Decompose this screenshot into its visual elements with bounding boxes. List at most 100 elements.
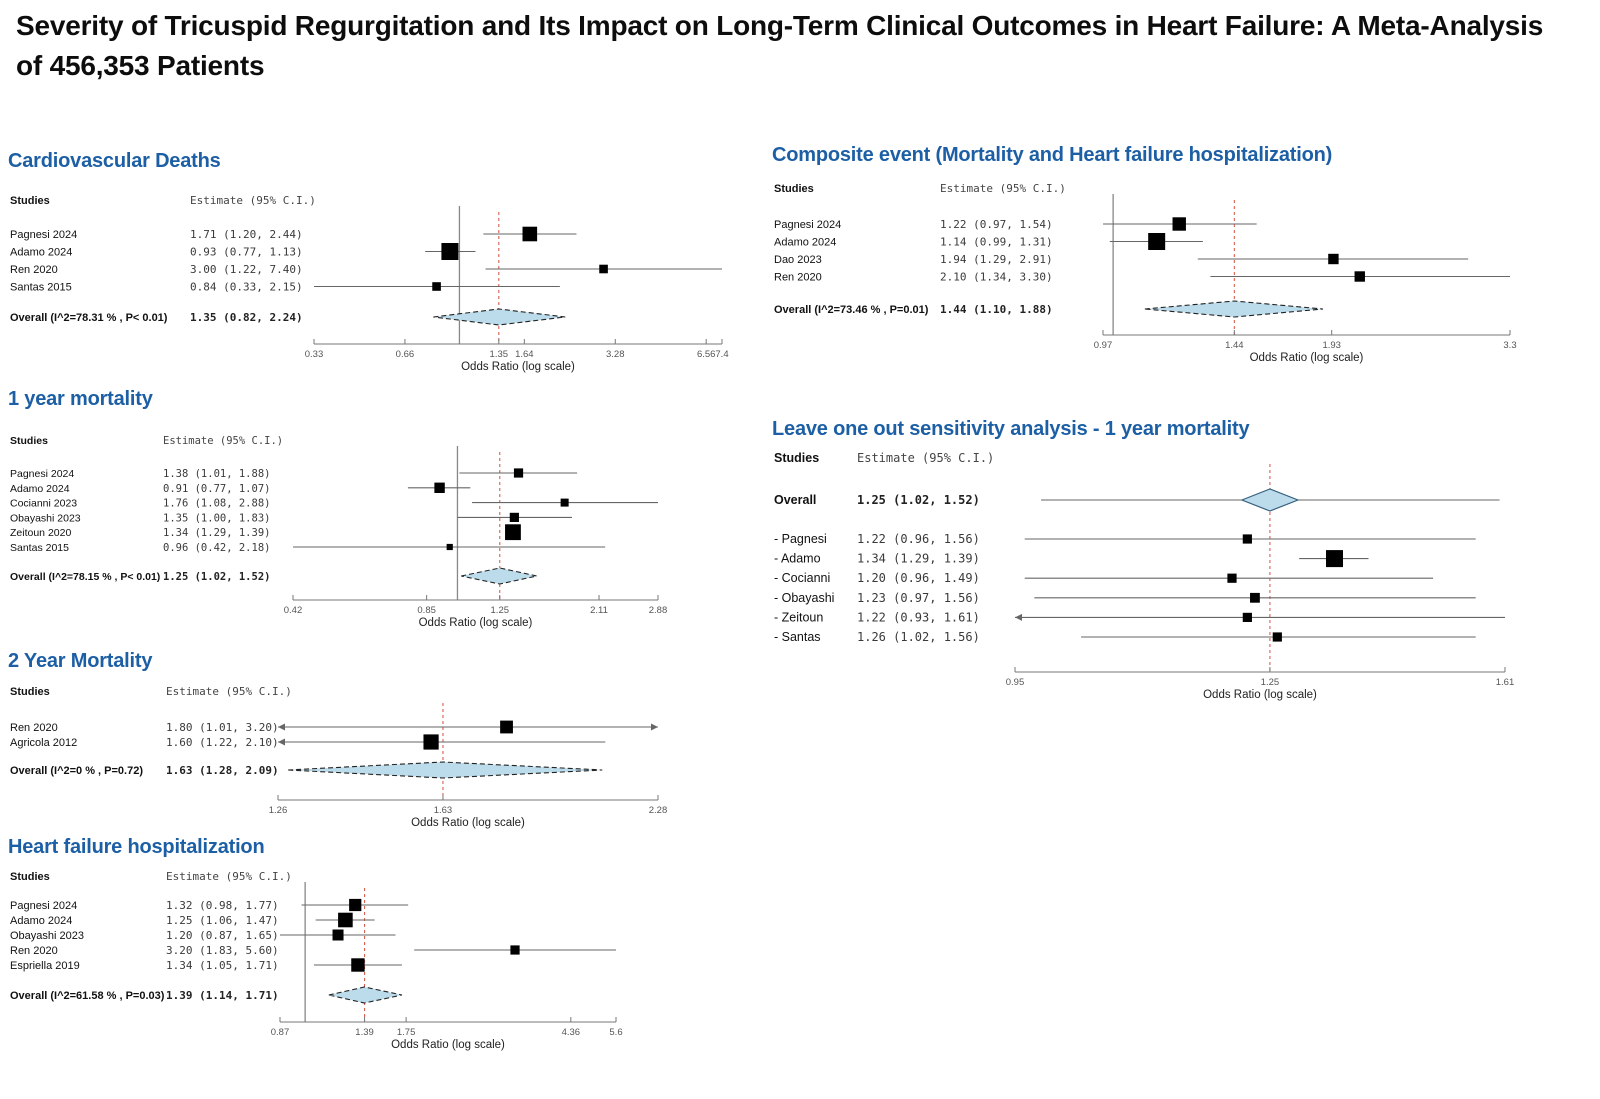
x-axis-tick-label: 0.87: [271, 1027, 290, 1038]
study-estimate: 1.76 (1.08, 2.88): [163, 498, 270, 510]
study-label: Espriella 2019: [10, 960, 80, 972]
study-label: Pagnesi 2024: [10, 468, 74, 480]
point-estimate-box: [599, 264, 608, 274]
x-axis-tick-label: 2.28: [649, 805, 668, 816]
study-estimate: 1.34 (1.29, 1.39): [857, 552, 980, 566]
study-estimate: 1.22 (0.97, 1.54): [940, 218, 1053, 231]
overall-estimate: 1.63 (1.28, 2.09): [166, 764, 279, 777]
ci-clip-arrow-icon: [1015, 613, 1022, 621]
point-estimate-box: [505, 524, 521, 541]
overall-diamond: [288, 761, 603, 779]
study-label: Zeitoun 2020: [10, 527, 71, 539]
study-label: Obayashi 2023: [10, 512, 81, 524]
study-label: - Obayashi: [774, 591, 834, 605]
panel-title-2-year-mortality: 2 Year Mortality: [8, 650, 153, 672]
point-estimate-box: [1328, 253, 1339, 265]
study-label: Pagnesi 2024: [10, 900, 77, 912]
x-axis-tick-label: 7.4: [715, 349, 728, 360]
estimate-column-header: Estimate (95% C.I.): [940, 182, 1066, 195]
overall-label: Overall (I^2=0 % , P=0.72): [10, 765, 143, 777]
estimate-column-header: Estimate (95% C.I.): [190, 194, 316, 207]
point-estimate-box: [1172, 217, 1186, 231]
point-estimate-box: [1227, 573, 1237, 583]
study-label: - Zeitoun: [774, 610, 823, 624]
panel-title-cardiovascular-deaths: Cardiovascular Deaths: [8, 150, 221, 172]
panel-title-leave-one-out-sensitivity: Leave one out sensitivity analysis - 1 y…: [772, 418, 1250, 440]
x-axis-tick-label: 0.85: [417, 605, 436, 616]
x-axis-tick-label: 1.35: [490, 349, 509, 360]
study-estimate: 1.22 (0.93, 1.61): [857, 610, 980, 624]
x-axis-tick-label: 1.39: [355, 1027, 374, 1038]
study-estimate: 1.22 (0.96, 1.56): [857, 532, 980, 546]
panel-1-year-mortality: 1 year mortality Studies Estimate (95% C.…: [8, 386, 713, 636]
study-estimate: 3.00 (1.22, 7.40): [190, 263, 303, 276]
panel-heart-failure-hospitalization: Heart failure hospitalization Studies Est…: [8, 834, 690, 1069]
panel-2-year-mortality: 2 Year Mortality Studies Estimate (95% C.…: [8, 648, 690, 833]
x-axis-tick-label: 0.66: [396, 349, 415, 360]
overall-estimate: 1.25 (1.02, 1.52): [163, 571, 270, 583]
x-axis-title: Odds Ratio (log scale): [419, 617, 533, 629]
study-label: - Adamo: [774, 552, 821, 566]
study-estimate: 1.26 (1.02, 1.56): [857, 630, 980, 644]
study-estimate: 1.34 (1.29, 1.39): [163, 527, 270, 539]
x-axis-title: Odds Ratio (log scale): [1250, 352, 1364, 364]
x-axis-tick-label: 1.93: [1322, 340, 1341, 351]
point-estimate-box: [1325, 550, 1343, 568]
study-label: Adamo 2024: [774, 237, 836, 249]
study-label: - Cocianni: [774, 571, 830, 585]
x-axis-tick-label: 2.11: [590, 605, 608, 616]
study-label: Ren 2020: [10, 722, 58, 734]
point-estimate-box: [510, 945, 520, 955]
studies-column-header: Studies: [10, 686, 50, 698]
overall-diamond: [1144, 300, 1324, 318]
x-axis-tick-label: 1.63: [434, 805, 453, 816]
study-estimate: 1.38 (1.01, 1.88): [163, 468, 270, 480]
point-estimate-box: [1354, 271, 1365, 282]
studies-column-header: Studies: [774, 183, 814, 195]
study-label: - Santas: [774, 630, 821, 644]
overall-label: Overall: [774, 493, 816, 507]
figure-main-title: Severity of Tricuspid Regurgitation and …: [16, 10, 1544, 81]
x-axis-tick-label: 1.26: [269, 805, 288, 816]
forest-plot-composite-event: Studies Estimate (95% C.I.) Pagnesi 2024 1.…: [774, 182, 1517, 364]
x-axis-tick-label: 6.56: [697, 349, 716, 360]
estimate-column-header: Estimate (95% C.I.): [166, 870, 292, 883]
ci-clip-arrow-icon: [651, 723, 658, 731]
point-estimate-box: [351, 958, 365, 972]
forest-plot-cardiovascular-deaths: Studies Estimate (95% C.I.) Pagnesi 2024 1.…: [10, 194, 729, 373]
estimate-column-header: Estimate (95% C.I.): [163, 435, 283, 447]
x-axis-tick-label: 1.75: [397, 1027, 416, 1038]
x-axis-tick-label: 1.64: [515, 349, 534, 360]
point-estimate-box: [441, 243, 459, 260]
x-axis-tick-label: 3.28: [606, 349, 625, 360]
point-estimate-box: [432, 282, 441, 291]
point-estimate-box: [513, 468, 524, 478]
point-estimate-box: [1250, 592, 1260, 603]
study-estimate: 1.25 (1.06, 1.47): [166, 914, 279, 927]
point-estimate-box: [332, 929, 344, 941]
study-estimate: 3.20 (1.83, 5.60): [166, 944, 279, 957]
point-estimate-box: [1148, 233, 1166, 250]
x-axis-tick-label: 1.61: [1496, 677, 1515, 688]
study-estimate: 1.60 (1.22, 2.10): [166, 736, 279, 749]
overall-diamond: [461, 567, 537, 585]
panel-title-composite-event: Composite event (Mortality and Heart fai…: [772, 144, 1333, 166]
study-estimate: 0.93 (0.77, 1.13): [190, 246, 303, 259]
x-axis-tick-label: 3.3: [1503, 340, 1516, 351]
x-axis-tick-label: 0.97: [1094, 340, 1113, 351]
study-estimate: 1.20 (0.87, 1.65): [166, 929, 279, 942]
study-estimate: 1.34 (1.05, 1.71): [166, 959, 279, 972]
point-estimate-box: [434, 482, 445, 493]
x-axis-tick-label: 0.42: [284, 605, 303, 616]
panel-leave-one-out-sensitivity: Leave one out sensitivity analysis - 1 y…: [772, 416, 1564, 716]
study-estimate: 0.84 (0.33, 2.15): [190, 281, 303, 294]
panel-composite-event: Composite event (Mortality and Heart fai…: [772, 142, 1594, 377]
study-label: Adamo 2024: [10, 247, 72, 259]
overall-estimate: 1.35 (0.82, 2.24): [190, 311, 303, 324]
study-label: Dao 2023: [774, 254, 822, 266]
overall-estimate: 1.44 (1.10, 1.88): [940, 303, 1053, 316]
study-label: Ren 2020: [774, 272, 822, 284]
study-estimate: 1.14 (0.99, 1.31): [940, 236, 1053, 249]
studies-column-header: Studies: [10, 871, 50, 883]
